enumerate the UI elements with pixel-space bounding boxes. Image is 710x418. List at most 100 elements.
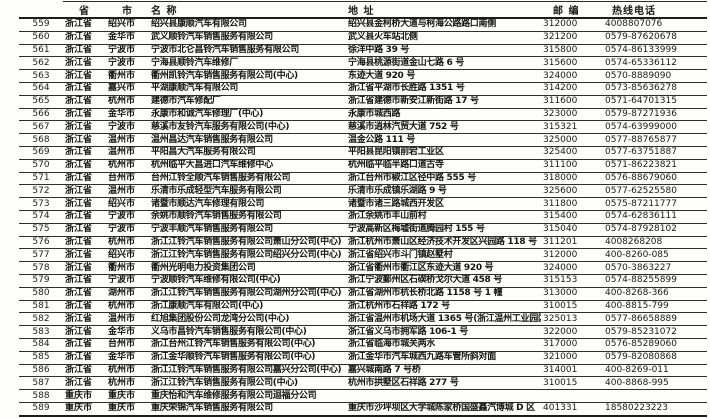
cell-province: 浙江省 (63, 364, 106, 378)
cell-postcode: 311600 (541, 95, 603, 109)
cell-province: 浙江省 (63, 261, 106, 275)
cell-name: 浙江江铃汽车销售服务有限公司湖州分公司(中心) (149, 287, 346, 301)
cell-province: 浙江省 (63, 82, 106, 96)
cell-name: 红旭集团股份公司龙湾分公司(中心) (149, 312, 346, 327)
cell-phone: 400-8269-011 (603, 364, 707, 378)
cell-name: 宁波顺铃汽车维修有限公司(中心) (149, 274, 346, 288)
cell-postcode: 315800 (541, 44, 603, 58)
cell-no: 566 (19, 108, 63, 122)
cell-province: 浙江省 (63, 133, 106, 147)
cell-name: 宁波市北仑昌铃汽车销售服务有限公司 (149, 44, 346, 58)
cell-postcode: 315400 (541, 210, 603, 224)
table-row: 572 浙江省 温州市 乐清市乐成轻型汽车服务有限公司 乐清市乐成镇乐湖路 9 号 325… (19, 184, 707, 199)
cell-postcode: 321200 (541, 31, 603, 45)
cell-province: 浙江省 (63, 108, 106, 122)
cell-address: 绍兴县金柯桥大道与柯海公路路口南侧 (346, 18, 541, 32)
table-row: 565 浙江省 杭州市 建德市汽车修配厂 浙江省建德市新安江新街路 17 号 311600… (19, 95, 707, 109)
cell-postcode: 315600 (541, 56, 603, 71)
cell-city: 宁波市 (106, 44, 149, 58)
cell-province: 浙江省 (63, 120, 106, 135)
cell-name: 浙江江铃汽车销售服务有限公司嘉兴分公司(中心) (149, 364, 346, 378)
cell-name: 义乌市昌铃汽车销售服务有限公司(中心) (149, 325, 346, 339)
cell-city: 金华市 (106, 351, 149, 365)
cell-province: 浙江省 (63, 197, 106, 211)
cell-city: 衢州市 (106, 261, 149, 275)
cell-name: 温州昌达汽车销售服务有限公司 (149, 133, 346, 147)
cell-address (346, 389, 541, 403)
cell-no: 564 (19, 82, 63, 96)
cell-phone: 0577-88765877 (603, 133, 707, 147)
cell-address: 浙江省湖州市杭长桥北路 1158 号 1 幢 (346, 287, 541, 301)
cell-phone: 0573-85636278 (603, 82, 707, 96)
column-header-name: 名 称 (149, 1, 346, 19)
cell-phone: 18580223223 (603, 402, 707, 417)
cell-province: 浙江省 (63, 351, 106, 365)
cell-province: 浙江省 (63, 300, 106, 314)
cell-phone: 0579-82080868 (603, 351, 707, 365)
cell-address: 永康市城西路 (346, 108, 541, 122)
table-body: 559 浙江省 绍兴市 绍兴县康顺汽车有限公司 绍兴县金柯桥大道与柯海公路路口南侧 312… (19, 18, 707, 417)
cell-name: 建德市汽车修配厂 (149, 95, 346, 109)
cell-no: 586 (19, 364, 63, 378)
table-row: 570 浙江省 杭州市 杭州临平大昌进口汽车维修中心 杭州临平临半路口道古寺 311100… (19, 159, 707, 173)
cell-address: 浙江省绍兴市斗门镇赵墅村 (346, 248, 541, 263)
cell-province: 浙江省 (63, 223, 106, 237)
table-row: 583 浙江省 金华市 义乌市昌铃汽车销售服务有限公司(中心) 浙江省义乌市拥军路 10… (19, 325, 707, 339)
cell-name: 平湖康顺汽车有限公司 (149, 82, 346, 96)
cell-province: 浙江省 (63, 274, 106, 288)
cell-address: 浙江台州市椒江区径中路 555 号 (346, 172, 541, 186)
column-header-city: 市 (106, 1, 149, 19)
table-row: 568 浙江省 温州市 温州昌达汽车销售服务有限公司 温金公路 111 号 325000 0… (19, 133, 707, 147)
cell-province: 浙江省 (63, 248, 106, 263)
cell-no: 563 (19, 69, 63, 83)
cell-city: 重庆市 (106, 402, 149, 417)
cell-phone: 0574-62836111 (603, 210, 707, 224)
cell-province: 浙江省 (63, 18, 106, 32)
cell-province: 重庆市 (63, 389, 106, 403)
table-row: 588 重庆市 重庆市 重庆怡和汽车维修服务有限公司迴福分公司 (19, 389, 707, 403)
cell-address: 东迹大道 920 号 (346, 69, 541, 83)
cell-postcode: 317000 (541, 338, 603, 352)
cell-city: 温州市 (106, 312, 149, 327)
cell-name: 浙江金华顺铃汽车销售服务有限公司(中心) (149, 351, 346, 365)
cell-province: 浙江省 (63, 159, 106, 173)
cell-phone: 0579-87271936 (603, 108, 707, 122)
header-row: 省市名 称地 址邮 编热线电话 (19, 1, 707, 19)
cell-province: 浙江省 (63, 236, 106, 250)
cell-address: 浙江宁波鄞州区石碶桥戈尔大道 458 号 (346, 274, 541, 288)
cell-province: 浙江省 (63, 172, 106, 186)
cell-phone: 0574-63999000 (603, 120, 707, 135)
cell-address: 杭州市拱墅区石祥路 277 号 (346, 376, 541, 391)
cell-phone: 0571-86223821 (603, 159, 707, 173)
cell-address: 诸暨市诸三路城西开发区 (346, 197, 541, 211)
cell-province: 浙江省 (63, 56, 106, 71)
cell-postcode: 322000 (541, 325, 603, 339)
cell-province: 浙江省 (63, 325, 106, 339)
cell-postcode: 311100 (541, 159, 603, 173)
cell-phone: 0571-64701315 (603, 95, 707, 109)
column-header-address: 地 址 (346, 1, 541, 19)
cell-province: 浙江省 (63, 146, 106, 160)
cell-city: 嘉兴市 (106, 82, 149, 96)
cell-phone: 0574-88255899 (603, 274, 707, 288)
cell-no: 561 (19, 44, 63, 58)
cell-phone: 400-8868-995 (603, 376, 707, 391)
table-header: 省市名 称地 址邮 编热线电话 (19, 1, 707, 19)
cell-name: 浙江江铃汽车销售服务有限公司萧山分公司(中心) (149, 236, 346, 250)
cell-city: 金华市 (106, 108, 149, 122)
cell-phone: 0576-88679060 (603, 172, 707, 186)
cell-name: 余姚市顺铃汽车销售服务有限公司 (149, 210, 346, 224)
cell-name: 乐清市乐成轻型汽车服务有限公司 (149, 184, 346, 199)
column-header-postcode: 邮 编 (541, 1, 603, 19)
cell-no: 581 (19, 300, 63, 314)
cell-address: 平阳县昆阳镇前宕工业区 (346, 146, 541, 160)
cell-no: 588 (19, 389, 63, 403)
cell-name: 绍兴县康顺汽车有限公司 (149, 18, 346, 32)
cell-name: 永康市和诚汽车修理厂(中心) (149, 108, 346, 122)
cell-address: 杭州临平临半路口道古寺 (346, 159, 541, 173)
cell-address: 重庆市沙坪坝区大学城陈家桥国盛鑫汽博城 D 区 (346, 402, 541, 417)
table-row: 589 重庆市 重庆市 重庆荣锦汽车销售服务有限公司 重庆市沙坪坝区大学城陈家桥国盛鑫汽… (19, 402, 707, 417)
cell-no: 572 (19, 184, 63, 199)
cell-province: 浙江省 (63, 44, 106, 58)
